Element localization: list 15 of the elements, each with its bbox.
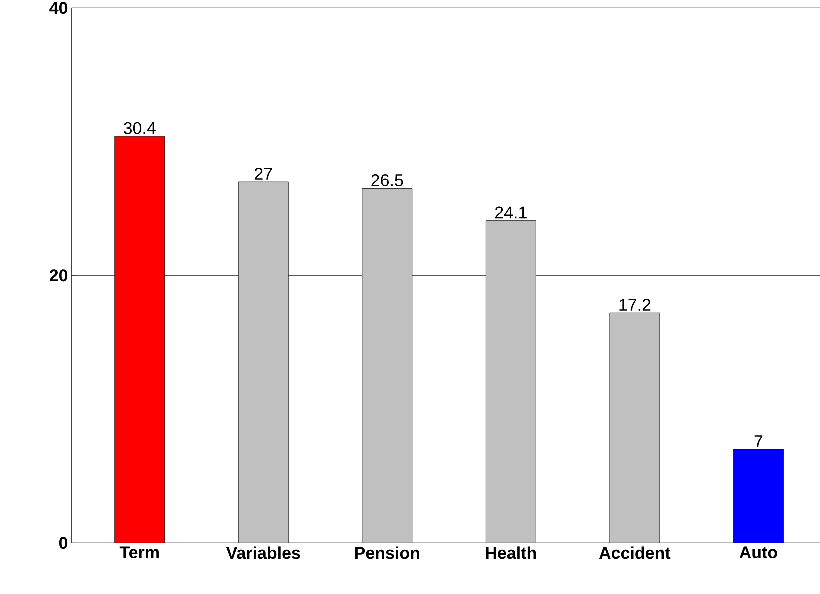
data-label: 24.1 — [495, 206, 527, 219]
data-label: 7 — [754, 436, 763, 448]
x-tick-label: Pension — [355, 546, 420, 560]
x-tick-label: Variables — [226, 546, 300, 560]
data-label: 27 — [255, 168, 272, 180]
data-label: 30.4 — [124, 122, 156, 134]
x-tick-label: Term — [120, 546, 159, 559]
data-label: 26.5 — [372, 174, 404, 187]
y-tick-label: 0 — [59, 537, 68, 550]
data-label: 17.2 — [620, 299, 651, 311]
x-tick-label: Auto — [740, 546, 778, 559]
x-tick-label: Accident — [599, 546, 671, 560]
y-tick-label: 20 — [50, 270, 68, 282]
y-tick-label: 40 — [50, 2, 68, 14]
x-tick-label: Health — [486, 546, 536, 560]
